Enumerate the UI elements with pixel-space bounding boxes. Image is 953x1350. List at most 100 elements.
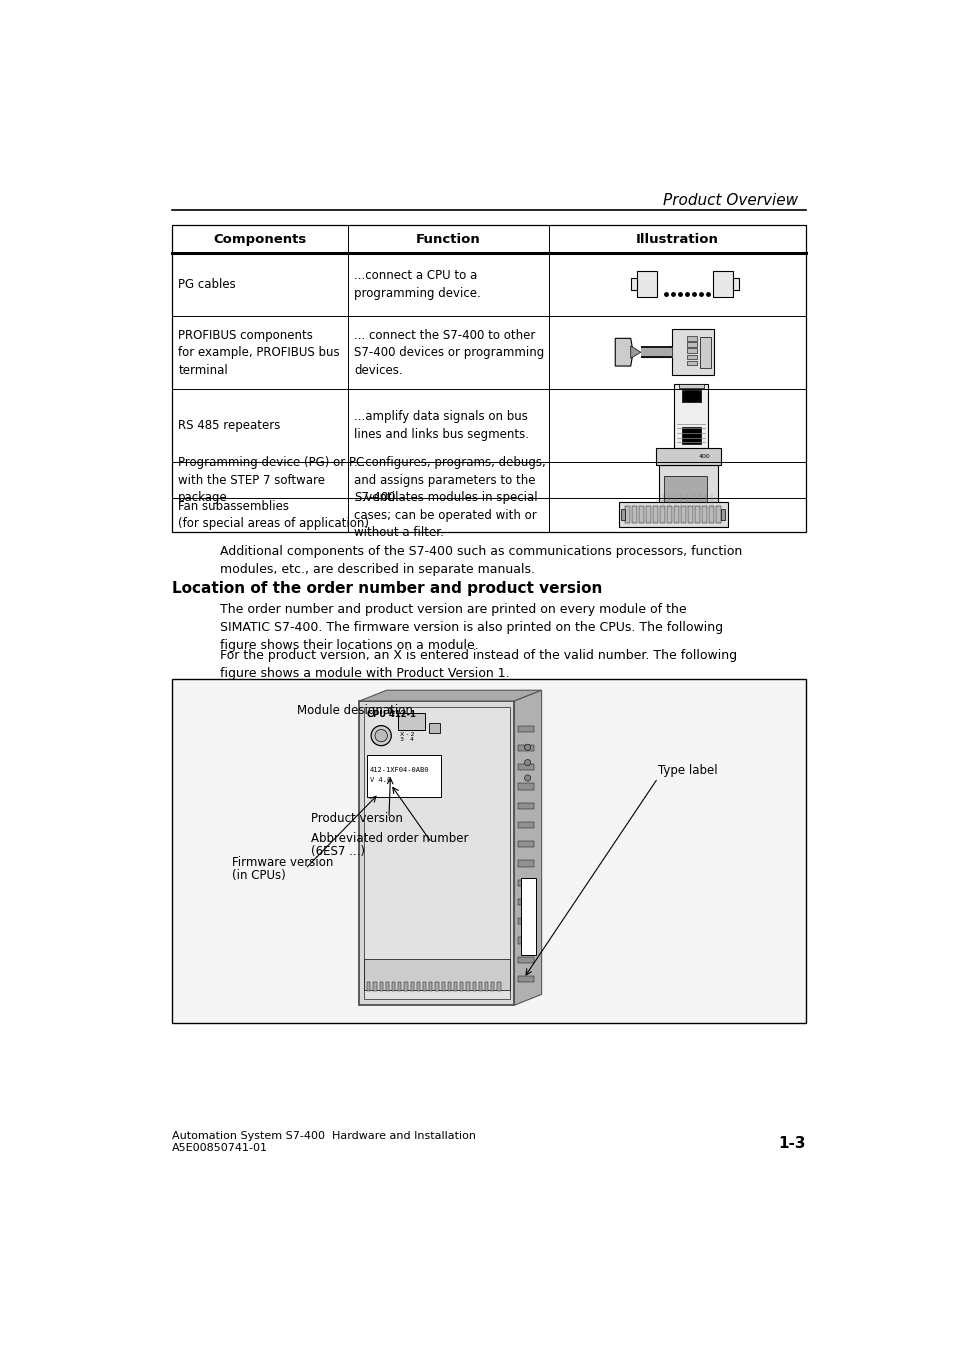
Bar [497,981,500,991]
Text: ...connect a CPU to a
programming device.: ...connect a CPU to a programming device… [354,269,480,300]
Bar [624,506,629,524]
Text: Product Overview: Product Overview [662,193,798,208]
Text: CPU 412-1: CPU 412-1 [367,710,416,720]
Bar [447,981,451,991]
Bar [708,506,713,524]
Bar [410,981,414,991]
Text: Programming device (PG) or PC
with the STEP 7 software
package: Programming device (PG) or PC with the S… [178,456,364,505]
Bar [478,981,481,991]
Circle shape [524,760,530,765]
Text: Product version: Product version [311,811,403,825]
Bar [637,270,657,297]
Text: PG cables: PG cables [178,278,235,292]
Bar [653,506,658,524]
Bar [686,348,696,352]
Bar [517,937,534,944]
Bar [632,506,637,524]
Text: Module designation: Module designation [297,703,413,717]
Text: Abbreviated order number: Abbreviated order number [311,832,469,845]
Bar [701,506,706,524]
Bar [517,860,534,867]
Text: (in CPUs): (in CPUs) [232,869,285,883]
Bar [681,390,700,402]
Text: PROFIBUS components
for example, PROFIBUS bus
terminal: PROFIBUS components for example, PROFIBU… [178,328,339,377]
Text: Additional components of the S7-400 such as communications processors, function
: Additional components of the S7-400 such… [220,544,741,575]
Bar [364,958,509,990]
Bar [367,755,440,798]
Bar [392,981,395,991]
Bar [712,270,732,297]
Bar [659,466,718,510]
Bar [674,506,679,524]
Bar [686,360,696,366]
Bar [472,981,476,991]
Bar [517,745,534,751]
Polygon shape [514,690,541,1006]
Bar [441,981,444,991]
Text: RS 485 repeaters: RS 485 repeaters [178,420,280,432]
Bar [359,701,514,1006]
Text: Function: Function [416,232,480,246]
Text: A5E00850741-01: A5E00850741-01 [172,1143,268,1153]
Text: 3   4: 3 4 [399,737,414,742]
Text: ...amplify data signals on bus
lines and links bus segments.: ...amplify data signals on bus lines and… [354,410,529,441]
Text: X - 2: X - 2 [399,732,414,737]
Bar [517,976,534,981]
Bar [520,878,536,954]
Bar [172,225,805,532]
Bar [686,355,696,359]
Bar [367,981,370,991]
Text: 400: 400 [698,454,709,459]
Text: The order number and product version are printed on every module of the
SIMATIC : The order number and product version are… [220,603,722,652]
Text: (6ES7 ...): (6ES7 ...) [311,845,365,857]
Text: Automation System S7-400  Hardware and Installation: Automation System S7-400 Hardware and In… [172,1131,476,1141]
Bar [422,981,426,991]
Text: Fan subassemblies
(for special areas of application): Fan subassemblies (for special areas of … [178,500,369,531]
Bar [517,803,534,809]
Bar [397,981,401,991]
Text: Type label: Type label [658,764,717,776]
Bar [686,336,696,340]
Bar [663,477,706,508]
Bar [720,509,724,520]
Circle shape [524,744,530,751]
Circle shape [371,726,391,745]
Bar [466,981,469,991]
Bar [429,722,439,733]
Text: Components: Components [213,232,306,246]
Bar [680,506,685,524]
Bar [687,506,692,524]
Circle shape [524,775,530,782]
Bar [618,502,727,526]
Bar [484,981,488,991]
Bar [517,764,534,771]
Circle shape [375,729,387,741]
Bar [679,448,703,460]
Bar [429,981,432,991]
Polygon shape [615,339,633,366]
Text: Firmware version: Firmware version [232,856,333,869]
Bar [645,506,650,524]
Bar [700,336,711,367]
Text: 412-1XF04-0AB0: 412-1XF04-0AB0 [369,767,429,774]
Bar [671,329,714,375]
Bar [686,342,696,347]
Bar [517,726,534,732]
Bar [659,506,664,524]
Text: Illustration: Illustration [636,232,719,246]
Bar [681,427,700,444]
Bar [517,783,534,790]
Bar [454,981,456,991]
Bar [379,981,382,991]
Bar [459,981,463,991]
Bar [435,981,438,991]
Bar [373,981,376,991]
Polygon shape [359,690,541,701]
Bar [679,383,703,389]
Bar [397,713,425,730]
Bar [639,506,643,524]
Bar [620,509,624,520]
Bar [517,918,534,925]
Text: 1-3: 1-3 [778,1137,805,1152]
Bar [695,506,699,524]
